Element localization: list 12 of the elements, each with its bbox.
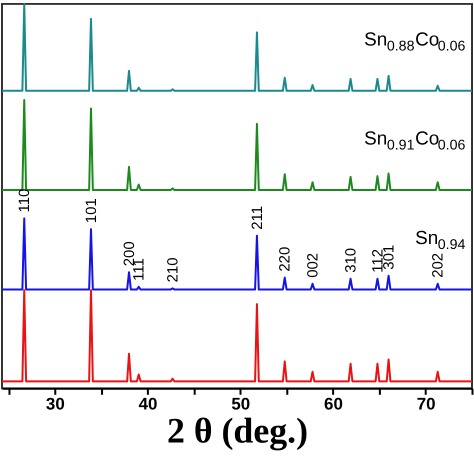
annotation: 110 <box>16 188 34 212</box>
annotation: 202 <box>430 252 447 278</box>
annotation: 211 <box>248 206 266 230</box>
annotation: 210 <box>164 257 182 282</box>
annotation: 310 <box>342 248 360 273</box>
annotation: 220 <box>276 246 294 272</box>
x-tick-label: 60 <box>324 394 343 414</box>
annotation: 002 <box>304 252 322 278</box>
annotation: 101 <box>82 198 100 224</box>
x-tick-label: 40 <box>138 394 158 414</box>
x-tick-label: 30 <box>46 394 65 414</box>
x-tick-label: 70 <box>416 394 436 414</box>
